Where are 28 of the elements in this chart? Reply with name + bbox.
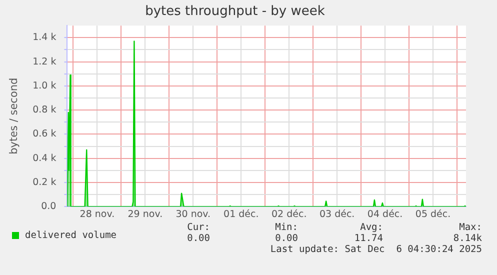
y-tick-label: 0.4 k [32, 152, 57, 164]
text: 8.14k [453, 233, 482, 244]
x-tick-label: 28 nov. [80, 208, 115, 220]
x-tick-label: 04 déc. [367, 208, 403, 220]
text: Avg: [360, 222, 383, 233]
y-tick-label: 0.2 k [32, 176, 57, 188]
chart-title: bytes throughput - by week [145, 4, 326, 20]
x-tick-label: 29 nov. [128, 208, 163, 220]
text: Last update: Sat Dec 6 04:30:24 2025 [270, 244, 482, 255]
y-tick-label: 1.0 k [32, 80, 57, 92]
text: Min: [275, 222, 298, 233]
y-tick-label: 0.6 k [32, 128, 57, 140]
y-tick-label: 1.2 k [32, 56, 57, 68]
y-axis-title: bytes / second [8, 78, 20, 154]
x-tick-label: 03 déc. [319, 208, 355, 220]
y-tick-label: 0.0 [41, 201, 56, 212]
y-tick-label: 1.4 k [32, 32, 57, 44]
text: Max: [459, 222, 482, 233]
text: 11.74 [354, 233, 383, 244]
legend-label: delivered volume [25, 230, 117, 241]
x-tick-label: 01 déc. [224, 208, 259, 220]
text: 0.00 [275, 233, 298, 244]
x-tick-label: 02 déc. [271, 208, 307, 220]
text: 0.00 [187, 233, 210, 244]
x-tick-label: 05 déc. [415, 208, 451, 220]
text: Cur: [187, 222, 210, 233]
y-tick-label: 0.8 k [32, 104, 57, 116]
x-tick-label: 30 nov. [176, 208, 211, 220]
